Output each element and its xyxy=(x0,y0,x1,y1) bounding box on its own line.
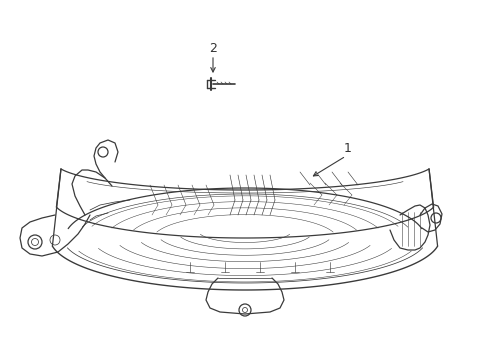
Circle shape xyxy=(28,235,42,249)
Circle shape xyxy=(98,147,108,157)
Circle shape xyxy=(239,304,251,316)
Text: 1: 1 xyxy=(344,141,352,154)
Text: 2: 2 xyxy=(209,41,217,54)
Circle shape xyxy=(431,213,441,223)
Circle shape xyxy=(50,235,60,245)
